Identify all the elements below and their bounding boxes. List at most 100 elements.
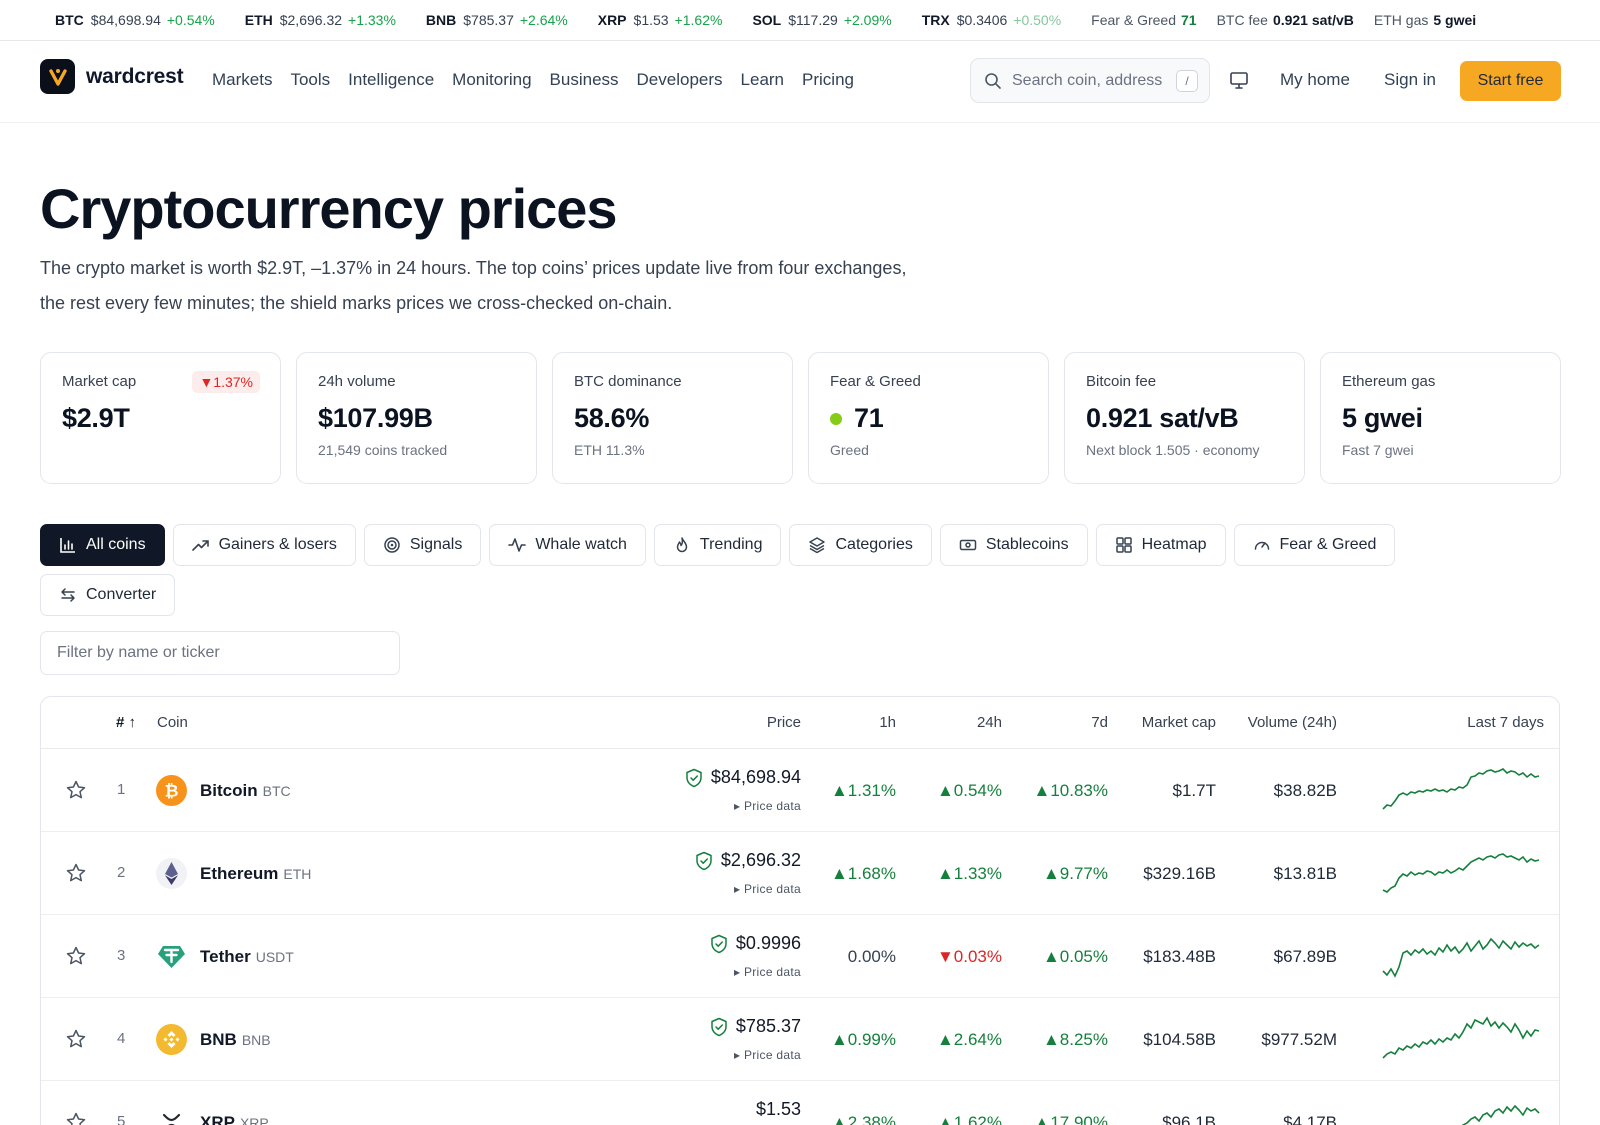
tab-heatmap[interactable]: Heatmap [1095,524,1226,566]
coin-price: $1.53 [755,1099,801,1119]
brand-logo[interactable]: wardcrest [40,59,184,94]
change-1h: ▲1.31% [830,781,896,800]
search-box[interactable]: / [970,58,1210,103]
tab-whale-watch[interactable]: Whale watch [489,524,646,566]
market-cap: $1.7T [1172,781,1216,800]
volume-header[interactable]: Volume (24h) [1247,714,1337,731]
table-row[interactable]: 4 BNB BNB $785.37 ▸ Price data ▲0.99% ▲2.… [41,998,1559,1081]
market-cap: $104.58B [1143,1030,1216,1049]
menu-item-developers[interactable]: Developers [636,70,723,89]
ticker-item[interactable]: BNB $785.37 +2.64% [425,12,568,28]
volume-24h: $4.17B [1283,1113,1337,1125]
star-icon[interactable] [65,1028,87,1055]
tab-stablecoins[interactable]: Stablecoins [939,524,1088,566]
h24-header[interactable]: 24h [976,714,1002,731]
ticker-item[interactable]: ETH $2,696.32 +1.33% [244,12,396,28]
tab-converter[interactable]: Converter [40,574,176,616]
rank-header[interactable]: # ↑ [116,714,137,731]
change-7d: ▲0.05% [1042,947,1108,966]
my-home-link[interactable]: My home [1280,70,1350,89]
star-icon[interactable] [65,779,87,806]
search-icon [985,72,1001,89]
change-24h: ▲0.54% [936,781,1002,800]
page-subtitle: The crypto market is worth $2.9T, –1.37%… [40,258,907,313]
coin-name-link[interactable]: Ethereum ETH [200,864,312,883]
menu-item-markets[interactable]: Markets [212,70,273,89]
ticker-fear-greed[interactable]: Fear & Greed 71 [1091,12,1197,28]
stat-card-volume[interactable]: 24h volume $107.99B 21,549 coins tracked [296,352,537,484]
view-tabs: All coins Gainers & losers Signals Whale… [40,524,1480,624]
price-data-toggle[interactable]: ▸ Price data [734,1048,801,1062]
sign-in-link[interactable]: Sign in [1384,70,1436,89]
h1-header[interactable]: 1h [879,714,896,731]
sparkline-chart [1382,768,1540,810]
coin-price: $84,698.94 [685,767,801,788]
menu-item-tools[interactable]: Tools [290,70,331,89]
table-row[interactable]: 2 Ethereum ETH $2,696.32 ▸ Price data ▲1.… [41,832,1559,915]
coin-name-link[interactable]: Bitcoin BTC [200,781,291,800]
stat-card-btc-dominance[interactable]: BTC dominance 58.6% ETH 11.3% [552,352,793,484]
ticker-item[interactable]: SOL $117.29 +2.09% [752,12,892,28]
activity-icon [508,538,527,552]
price-data-toggle[interactable]: ▸ Price data [734,882,801,896]
ticker-btc-fee[interactable]: BTC fee 0.921 sat/vB [1216,12,1354,28]
volume-24h: $977.52M [1261,1030,1337,1049]
table-row[interactable]: 3 Tether USDT $0.9996 ▸ Price data 0.00% … [41,915,1559,998]
coin-name-link[interactable]: BNB BNB [200,1030,271,1049]
change-1h: ▲0.99% [830,1030,896,1049]
coin-name-link[interactable]: XRP XRP [200,1113,269,1125]
change-24h: ▲2.64% [936,1030,1002,1049]
star-icon[interactable] [65,945,87,972]
price-header[interactable]: Price [766,714,801,731]
coin-price: $2,696.32 [695,850,801,871]
search-shortcut-key: / [1176,69,1198,92]
volume-24h: $38.82B [1273,781,1337,800]
stat-card-ethereum-gas[interactable]: Ethereum gas 5 gwei Fast 7 gwei [1320,352,1561,484]
tab-categories[interactable]: Categories [789,524,932,566]
tab-fear-greed[interactable]: Fear & Greed [1233,524,1396,566]
d7-header[interactable]: 7d [1091,714,1108,731]
monitor-icon[interactable] [1228,69,1250,96]
stat-card-market-cap[interactable]: Market cap ▼1.37% $2.9T [40,352,281,484]
stat-card-bitcoin-fee[interactable]: Bitcoin fee 0.921 sat/vB Next block 1.50… [1064,352,1305,484]
change-7d: ▲9.77% [1042,864,1108,883]
tab-trending[interactable]: Trending [653,524,782,566]
bar-chart-icon [60,538,75,553]
sparkline-chart [1382,1016,1540,1059]
price-data-toggle[interactable]: ▸ Price data [734,965,801,979]
change-7d: ▲17.90% [1033,1113,1108,1125]
table-row[interactable]: 1 ₿ Bitcoin BTC $84,698.94 ▸ Price data ▲… [41,749,1559,832]
coin-header[interactable]: Coin [157,714,188,731]
start-free-button[interactable]: Start free [1460,61,1561,101]
banknote-icon [959,539,977,551]
market-stats: Market cap ▼1.37% $2.9T 24h volume $107.… [40,352,1561,484]
swap-arrows-icon [61,588,75,602]
menu-item-monitoring[interactable]: Monitoring [452,70,532,89]
ticker-item[interactable]: XRP $1.53 +1.62% [597,12,723,28]
menu-item-business[interactable]: Business [549,70,619,89]
coins-table: # ↑ Coin Price 1h 24h 7d Market cap Volu… [40,696,1560,1125]
shield-check-icon [696,851,712,870]
menu-item-pricing[interactable]: Pricing [802,70,854,89]
stat-card-fear-greed[interactable]: Fear & Greed 71 Greed [808,352,1049,484]
price-data-toggle[interactable]: ▸ Price data [734,799,801,813]
tab-signals[interactable]: Signals [363,524,482,566]
tab-gainers-losers[interactable]: Gainers & losers [172,524,356,566]
tab-all-coins[interactable]: All coins [40,524,165,566]
ticker-item[interactable]: BTC $84,698.94 +0.54% [55,12,215,28]
search-input[interactable] [1012,71,1172,90]
sparkline-chart [1382,937,1540,978]
menu-item-intelligence[interactable]: Intelligence [348,70,435,89]
ticker-item[interactable]: TRX $0.3406 +0.50% [921,12,1062,28]
coin-name-link[interactable]: Tether USDT [200,947,294,966]
mcap-header[interactable]: Market cap [1141,714,1216,731]
star-icon[interactable] [65,862,87,889]
table-row[interactable]: 5 XRP XRP $1.53 ▲2.38% ▲1.62% ▲17.90% $96… [41,1081,1559,1125]
change-badge: ▼1.37% [192,371,260,393]
star-icon[interactable] [65,1111,87,1125]
ticker-eth-gas[interactable]: ETH gas 5 gwei [1373,12,1477,28]
menu-item-learn[interactable]: Learn [740,70,785,89]
shield-check-icon [711,1017,727,1036]
logo-icon [40,59,75,94]
coin-filter-input[interactable] [40,631,400,675]
